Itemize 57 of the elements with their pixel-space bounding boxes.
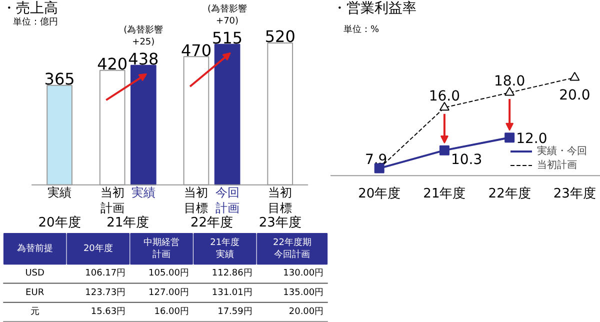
point [504,132,515,143]
chart-title: 為替前提 [16,242,53,254]
y-tick-label: 元 [30,306,40,317]
y-tick-label: USD [25,268,45,279]
x-tick-label: 22年度期今回計画 [272,236,312,260]
data-label: 438 [128,50,159,69]
text: 23年度 [258,214,302,230]
point [570,72,580,81]
data-label: 17.59円 [218,306,252,317]
data-label: 130.00円 [283,268,324,279]
data-label: 123.73円 [85,288,126,298]
data-label: 131.01円 [212,288,252,298]
x-tick-label: 中期経営計画 [144,236,180,260]
x-tick-label: 今回計画 [215,186,240,216]
point [439,102,450,111]
data-label: 16.0 [428,88,460,104]
legend-label: 実績・今回 [537,144,587,158]
data-label: 18.0 [494,73,526,90]
text: 22年度 [190,214,234,230]
data-label: 10.3 [450,152,482,168]
x-tick-label: 22年度 [488,185,531,202]
data-label: 135.00円 [283,288,324,298]
data-label: 20.0 [559,87,590,104]
data-label: 106.17円 [85,268,126,279]
x-tick-label: 当初目標 [184,186,208,216]
x-tick-label: 20年度 [83,242,113,254]
text: (為替影響+70) [208,4,248,27]
x-tick-label: 実績 [48,186,72,200]
chart-subtitle: 単位：億円 [12,16,58,28]
chart-subtitle: 単位：% [344,24,380,35]
chart-title: ・営業利益率 [332,0,416,16]
text: 20年度 [38,214,81,230]
data-label: 420 [97,54,128,74]
data-label: 365 [44,69,75,88]
point [504,86,515,96]
data-label: 15.63円 [90,306,126,317]
x-tick-label: 当初計画 [100,186,124,216]
data-label: 105.00円 [148,268,190,279]
text: 21年度 [106,214,150,230]
point [439,145,450,156]
x-tick-label: 当初目標 [268,186,292,216]
x-tick-label: 21年度 [423,185,466,202]
annotation: (為替影響+25) [124,24,164,48]
data-label: 515 [212,28,243,48]
data-label: 16.00円 [154,306,189,317]
chart-title: ・売上高 [2,0,58,16]
x-tick-label: 実績 [131,186,156,200]
legend-label: 当初計画 [537,158,577,172]
x-tick-label: 21年度実績 [210,236,240,260]
data-label: 20.00円 [288,306,324,317]
x-tick-label: 20年度 [358,185,401,202]
data-label: 112.86円 [212,268,252,279]
x-tick-label: 23年度 [553,185,596,202]
data-label: 520 [264,27,296,46]
data-label: 470 [180,40,212,60]
y-tick-label: EUR [26,288,44,298]
data-label: 127.00円 [148,288,190,298]
